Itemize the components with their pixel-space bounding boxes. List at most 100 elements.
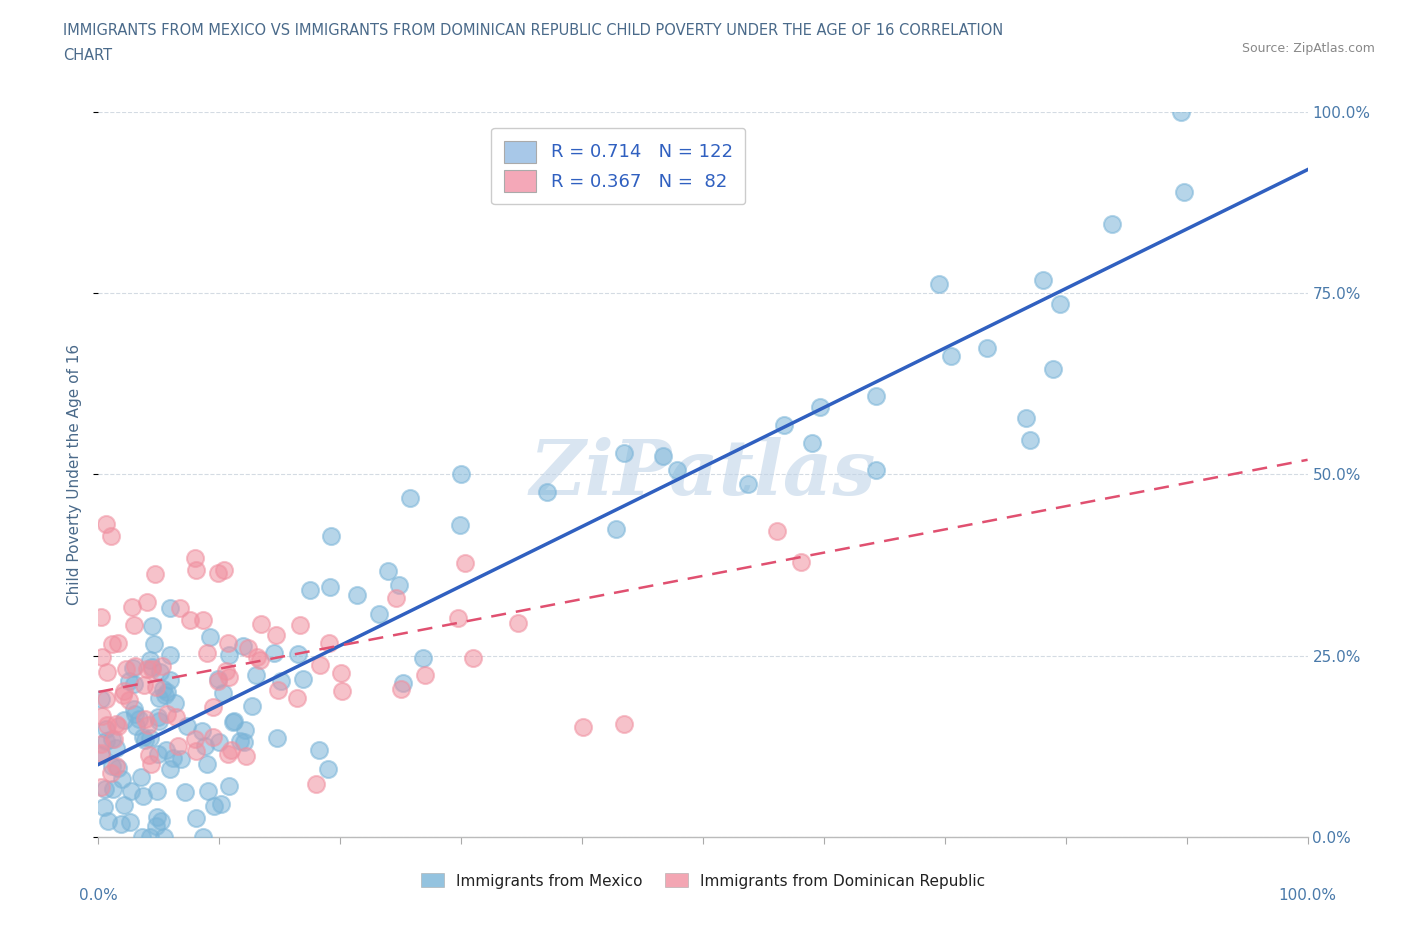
- Point: [138, 747, 160, 762]
- Point: [139, 731, 162, 746]
- Point: [207, 671, 229, 686]
- Point: [212, 563, 235, 578]
- Point: [218, 779, 240, 794]
- Point: [176, 718, 198, 733]
- Point: [737, 476, 759, 491]
- Point: [236, 641, 259, 656]
- Point: [316, 762, 339, 777]
- Point: [152, 830, 174, 844]
- Point: [217, 747, 239, 762]
- Point: [191, 613, 214, 628]
- Point: [232, 638, 254, 653]
- Point: [377, 564, 399, 578]
- Point: [124, 707, 146, 722]
- Point: [1049, 297, 1071, 312]
- Point: [391, 675, 413, 690]
- Point: [184, 811, 207, 826]
- Point: [266, 628, 288, 643]
- Point: [197, 783, 219, 798]
- Point: [146, 710, 169, 724]
- Point: [112, 684, 135, 698]
- Point: [267, 683, 290, 698]
- Point: [202, 798, 225, 813]
- Point: [235, 749, 257, 764]
- Point: [162, 751, 184, 765]
- Text: 100.0%: 100.0%: [1278, 888, 1337, 903]
- Point: [145, 809, 167, 824]
- Point: [229, 734, 252, 749]
- Point: [135, 594, 157, 609]
- Point: [94, 692, 117, 707]
- Point: [287, 647, 309, 662]
- Point: [808, 399, 831, 414]
- Point: [195, 756, 218, 771]
- Point: [208, 735, 231, 750]
- Point: [266, 731, 288, 746]
- Point: [941, 349, 963, 364]
- Point: [143, 636, 166, 651]
- Point: [145, 818, 167, 833]
- Point: [141, 618, 163, 633]
- Point: [148, 713, 170, 728]
- Point: [132, 729, 155, 744]
- Point: [1019, 432, 1042, 447]
- Point: [90, 609, 112, 624]
- Point: [156, 707, 179, 722]
- Point: [143, 567, 166, 582]
- Point: [90, 692, 112, 707]
- Point: [169, 751, 191, 766]
- Point: [139, 653, 162, 668]
- Point: [145, 784, 167, 799]
- Point: [139, 757, 162, 772]
- Point: [145, 679, 167, 694]
- Point: [613, 445, 636, 460]
- Point: [156, 684, 179, 699]
- Point: [104, 759, 127, 774]
- Point: [149, 664, 172, 679]
- Point: [166, 738, 188, 753]
- Point: [120, 783, 142, 798]
- Point: [194, 738, 217, 753]
- Point: [245, 668, 267, 683]
- Point: [90, 779, 112, 794]
- Point: [318, 636, 340, 651]
- Point: [1170, 104, 1192, 119]
- Point: [169, 601, 191, 616]
- Point: [865, 462, 887, 477]
- Point: [928, 277, 950, 292]
- Text: Source: ZipAtlas.com: Source: ZipAtlas.com: [1241, 42, 1375, 55]
- Point: [651, 448, 673, 463]
- Point: [209, 797, 232, 812]
- Point: [148, 691, 170, 706]
- Text: IMMIGRANTS FROM MEXICO VS IMMIGRANTS FROM DOMINICAN REPUBLIC CHILD POVERTY UNDER: IMMIGRANTS FROM MEXICO VS IMMIGRANTS FRO…: [63, 23, 1004, 38]
- Point: [217, 635, 239, 650]
- Point: [1042, 362, 1064, 377]
- Point: [215, 663, 238, 678]
- Point: [91, 708, 114, 723]
- Point: [249, 653, 271, 668]
- Point: [96, 517, 118, 532]
- Point: [536, 485, 558, 499]
- Point: [201, 730, 224, 745]
- Point: [107, 719, 129, 734]
- Point: [159, 600, 181, 615]
- Text: 0.0%: 0.0%: [79, 888, 118, 903]
- Point: [101, 759, 124, 774]
- Point: [139, 830, 162, 844]
- Point: [165, 710, 187, 724]
- Point: [159, 672, 181, 687]
- Point: [104, 741, 127, 756]
- Point: [191, 830, 214, 844]
- Point: [104, 717, 127, 732]
- Point: [865, 389, 887, 404]
- Point: [124, 658, 146, 673]
- Point: [613, 717, 636, 732]
- Point: [155, 743, 177, 758]
- Point: [100, 529, 122, 544]
- Point: [292, 671, 315, 686]
- Point: [249, 617, 271, 631]
- Point: [454, 556, 477, 571]
- Point: [134, 711, 156, 726]
- Point: [198, 630, 221, 644]
- Point: [246, 650, 269, 665]
